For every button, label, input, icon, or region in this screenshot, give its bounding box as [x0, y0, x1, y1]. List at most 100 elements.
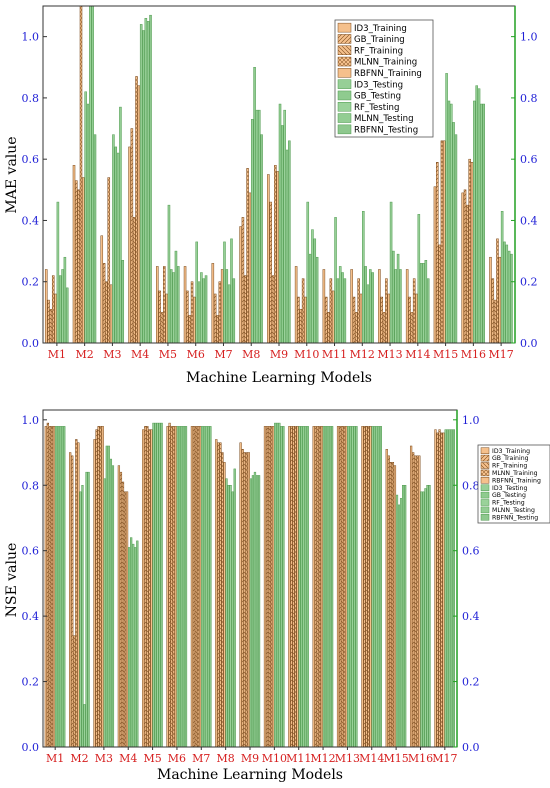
nse-bar [318, 426, 321, 748]
mae-bar [257, 109, 261, 344]
mae-bar [313, 238, 317, 344]
nse-bar [158, 422, 161, 748]
nse-bar [111, 465, 115, 748]
nse-bar [243, 452, 246, 748]
nse-bar [229, 485, 232, 748]
mae-bar [396, 253, 400, 344]
nse-bar [330, 426, 334, 748]
nse-ytick-label-right: 0.0 [462, 741, 480, 754]
mae-ytick-label-right: 0.2 [520, 276, 538, 289]
nse-bar [276, 422, 279, 748]
mae-bar [91, 5, 94, 344]
nse-bar [75, 439, 78, 748]
nse-bar [239, 442, 242, 748]
mae-category-label: M7 [214, 348, 232, 361]
nse-bar [152, 422, 155, 748]
nse-bar [231, 491, 234, 748]
nse-bar [282, 426, 285, 748]
nse-bar [233, 468, 236, 748]
mae-bar [378, 269, 381, 344]
nse-bar [434, 429, 437, 748]
nse-bar [180, 426, 184, 748]
nse-bar [420, 491, 423, 748]
mae-bar [450, 103, 453, 344]
mae-bar [285, 149, 289, 344]
mae-bar [271, 275, 275, 344]
mae-bar [473, 100, 476, 344]
nse-bar [442, 432, 445, 748]
mae-legend-label: ID3_Testing [354, 80, 403, 90]
mae-ytick-label-right: 0.8 [520, 92, 538, 105]
nse-bar [223, 462, 226, 748]
mae-y-ticks: 0.0 0.0 0.2 0.2 0.4 0.4 0.6 0.6 0.8 0.8 1.0 1.0 [22, 31, 538, 350]
mae-bar [301, 278, 305, 344]
nse-bar [306, 426, 309, 748]
mae-bar [475, 85, 478, 344]
nse-category-label: M5 [143, 752, 161, 765]
nse-bar [201, 426, 204, 748]
mae-bar [195, 241, 198, 344]
nse-legend-label: RBFNN_Testing [492, 514, 538, 521]
nse-bar [347, 426, 350, 748]
mae-bar [227, 284, 231, 344]
mae-bar [177, 266, 180, 344]
mae-bar [114, 146, 118, 344]
mae-bar [496, 238, 499, 344]
mae-bar [394, 269, 398, 344]
mae-bar [500, 211, 504, 344]
nse-bar [351, 426, 354, 748]
mae-legend-swatch [337, 22, 352, 33]
nse-bar [127, 547, 131, 748]
mae-bar [79, 5, 83, 344]
mae-bar [105, 281, 108, 344]
nse-category-label: M11 [286, 752, 311, 765]
nse-ytick-label: 0.8 [22, 479, 40, 492]
mae-bar [371, 272, 374, 344]
nse-bar [312, 426, 315, 748]
nse-bar [304, 426, 307, 748]
mae-bar [445, 73, 448, 344]
nse-bar [136, 540, 139, 748]
nse-category-label: M12 [310, 752, 335, 765]
mae-bar [107, 177, 111, 344]
mae-bar [433, 186, 437, 344]
nse-bar [209, 426, 212, 748]
nse-bar [107, 445, 110, 748]
mae-legend-label: RBFNN_Testing [354, 126, 418, 136]
mae-bar [362, 211, 365, 344]
mae-legend-label: MLNN_Testing [354, 114, 414, 124]
mae-legend-swatch [337, 124, 352, 135]
mae-category-label: M14 [405, 348, 430, 361]
mae-bar [343, 278, 347, 344]
mae-bar [223, 241, 226, 344]
mae-category-label: M9 [270, 348, 288, 361]
mae-bar [246, 168, 249, 344]
nse-bar [377, 426, 380, 748]
mae-ytick-label: 0.0 [22, 337, 40, 350]
mae-bar [239, 226, 242, 344]
mae-bar [468, 158, 471, 344]
mae-bar [56, 201, 60, 344]
nse-bar [123, 491, 127, 748]
mae-legend-swatch [337, 113, 352, 123]
mae-bar [415, 293, 418, 344]
nse-bar [144, 426, 147, 748]
nse-bar [184, 426, 188, 748]
mae-bar [443, 140, 446, 344]
nse-bar [132, 543, 135, 748]
nse-bar [205, 426, 208, 748]
mae-bar [167, 204, 171, 344]
mae-bar [146, 21, 150, 344]
mae-bar [116, 152, 120, 344]
nse-bar [397, 504, 401, 748]
nse-bar [170, 426, 173, 748]
mae-bar [248, 192, 252, 344]
nse-bar [225, 478, 228, 748]
nse-bar [296, 426, 299, 748]
nse-legend-swatch [480, 477, 490, 484]
nse-bar [178, 426, 181, 748]
nse-ytick-label-right: 0.4 [462, 610, 480, 623]
mae-legend-swatch [337, 45, 352, 55]
mae-bar [82, 177, 85, 344]
mae-bar [315, 256, 319, 344]
